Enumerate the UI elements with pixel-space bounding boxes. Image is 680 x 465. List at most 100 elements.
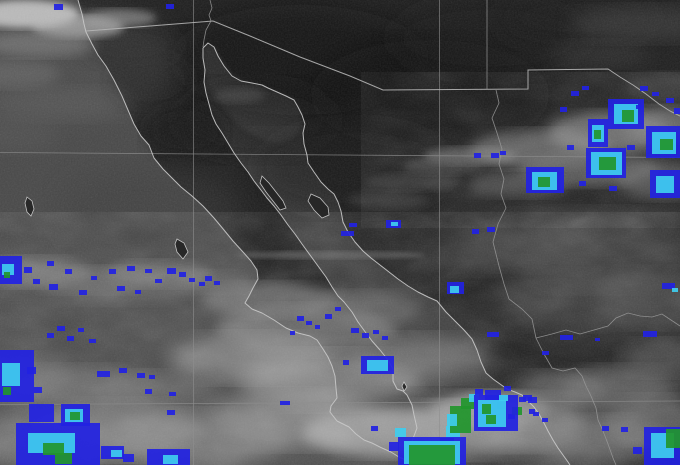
precip-cell-green (538, 177, 550, 187)
precip-cell-blue (528, 397, 537, 403)
precip-cell-blue (567, 145, 574, 150)
precip-cell-green (3, 387, 11, 395)
precip-cell-blue (34, 387, 42, 393)
precip-cell-blue (382, 336, 388, 340)
precip-cell-blue (24, 267, 32, 273)
precip-cell-green (43, 443, 64, 455)
precip-cell-cyan (395, 428, 406, 437)
precip-cell-blue (47, 261, 54, 266)
precip-cell-blue (341, 231, 354, 236)
precip-cell-blue (214, 281, 220, 285)
precip-cell-cyan (111, 450, 122, 457)
precip-cell-blue (633, 447, 642, 454)
precip-cell-green (4, 272, 10, 278)
precip-cell-blue (542, 418, 548, 422)
precip-cell-blue (582, 86, 589, 90)
precip-cell-cyan (163, 455, 178, 464)
precip-cell-blue (500, 151, 506, 155)
us-mexico-border-line (85, 20, 680, 117)
precip-cell-blue (627, 145, 635, 150)
precip-cell-green (409, 445, 455, 465)
precip-cell-blue (652, 92, 659, 96)
precip-cell-blue (315, 325, 320, 329)
precip-cell-blue (643, 331, 657, 337)
island-outline (259, 175, 287, 211)
precip-cell-green (55, 453, 72, 464)
precip-cell-blue (57, 326, 65, 331)
precip-cell-blue (119, 368, 127, 373)
precip-cell-blue (117, 286, 125, 291)
precip-cell-blue (609, 186, 617, 191)
precip-cell-blue (47, 333, 54, 338)
precip-cell-green (450, 406, 471, 433)
precip-cell-green (594, 130, 601, 139)
precip-cell-blue (579, 181, 586, 186)
precip-cell-blue (674, 108, 680, 114)
precip-cell-blue (280, 401, 290, 405)
precip-cell-blue (166, 4, 174, 9)
precip-cell-cyan (391, 222, 398, 226)
island-outline (401, 381, 408, 392)
precip-cell-blue (351, 328, 359, 333)
precip-cell-cyan (672, 288, 678, 292)
precip-cell-blue (167, 410, 175, 415)
precip-cell-blue (529, 409, 535, 414)
precip-cell-blue (54, 4, 63, 10)
precip-cell-blue (542, 351, 549, 355)
precip-cell-cyan (2, 363, 20, 386)
precip-cell-blue (373, 330, 379, 334)
state-border-line (491, 89, 617, 465)
precip-cell-blue (475, 389, 483, 395)
precip-cell-blue (491, 153, 499, 158)
precip-cell-blue (602, 426, 609, 431)
precip-cell-blue (109, 269, 116, 274)
state-border-line (202, 0, 213, 48)
precip-cell-blue (487, 332, 499, 337)
precip-cell-green (599, 157, 616, 170)
precip-cell-blue (371, 426, 378, 431)
precip-cell-blue (636, 105, 643, 109)
precip-cell-blue (523, 395, 532, 401)
precip-cell-blue (325, 314, 332, 319)
precip-cell-blue (474, 153, 481, 158)
precip-cell-cyan (499, 395, 508, 401)
precip-cell-blue (335, 307, 341, 311)
precip-cell-blue (343, 360, 349, 365)
precip-cell-blue (640, 86, 648, 91)
precip-cell-blue (472, 229, 479, 234)
precip-cell-blue (595, 338, 600, 341)
precip-cell-cyan (2, 264, 14, 275)
precip-cell-blue (29, 404, 54, 422)
precip-cell-blue (91, 276, 97, 280)
precip-cell-blue (389, 442, 399, 451)
precip-cell-cyan (447, 414, 457, 426)
precip-cell-blue (135, 290, 141, 294)
latitude-gridline (0, 152, 680, 158)
precip-cell-blue (205, 276, 212, 281)
precip-cell-blue (306, 321, 312, 325)
precip-cell-blue (97, 371, 110, 377)
precip-cell-blue (519, 397, 526, 402)
precip-cell-green (660, 139, 673, 150)
precip-cell-green (70, 412, 80, 420)
island-outline (24, 196, 35, 217)
precip-cell-green (482, 404, 491, 414)
precip-cell-blue (199, 282, 205, 286)
coastline-baja-gulf (202, 48, 418, 456)
precip-cell-blue (362, 333, 369, 338)
precip-cell-blue (571, 91, 579, 96)
precip-cell-blue (179, 272, 186, 277)
precip-cell-green (622, 110, 634, 122)
precip-cell-blue (65, 269, 72, 274)
precip-cell-blue (290, 331, 295, 335)
precip-cell-blue (349, 223, 357, 227)
precip-cell-green (461, 398, 474, 409)
state-border-line (535, 312, 680, 339)
precip-cell-blue (145, 389, 152, 394)
precip-cell-blue (167, 268, 176, 274)
island-outline (174, 238, 189, 260)
coastline-pacific (77, 0, 417, 465)
precip-cell-blue (662, 283, 675, 289)
precip-cell-blue (149, 375, 155, 379)
